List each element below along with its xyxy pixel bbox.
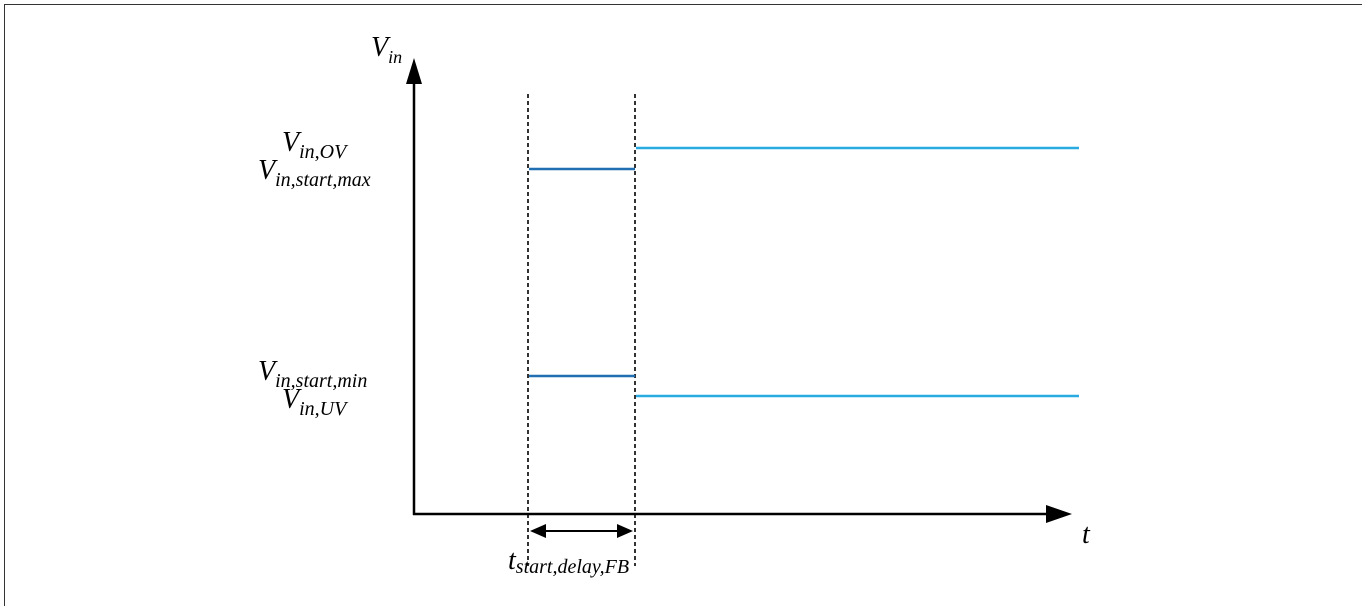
y-axis-arrowhead [406,58,422,84]
x-axis-arrowhead [1046,505,1072,523]
start-max-level-label: Vin,start,max [258,155,371,191]
delay-arrowhead-right [617,524,633,538]
start-delay-label: tstart,delay,FB [508,545,629,578]
ov-level-label: Vin,OV [282,127,349,163]
start-min-level-label: Vin,start,min [258,356,367,392]
x-axis-label: t [1082,519,1091,550]
y-axis-label: Vin [371,32,402,67]
delay-arrowhead-left [530,524,546,538]
diagram-frame [4,4,1362,606]
uv-level-label: Vin,UV [282,384,349,420]
